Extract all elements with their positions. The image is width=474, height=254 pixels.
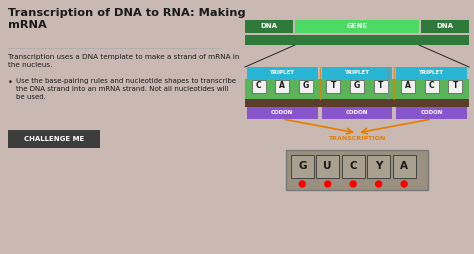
Circle shape [375, 181, 382, 187]
FancyBboxPatch shape [401, 80, 415, 92]
FancyBboxPatch shape [245, 20, 293, 33]
Text: •: • [8, 78, 13, 87]
FancyBboxPatch shape [421, 20, 469, 33]
FancyBboxPatch shape [322, 67, 392, 79]
FancyBboxPatch shape [245, 79, 469, 99]
FancyBboxPatch shape [8, 130, 100, 148]
FancyBboxPatch shape [327, 80, 340, 92]
FancyBboxPatch shape [247, 67, 318, 79]
FancyBboxPatch shape [245, 35, 469, 45]
FancyBboxPatch shape [396, 107, 467, 119]
FancyBboxPatch shape [245, 99, 469, 107]
Text: G: G [303, 82, 309, 90]
Circle shape [325, 181, 331, 187]
Text: TRIPLET: TRIPLET [345, 71, 370, 75]
Text: A: A [279, 82, 285, 90]
Text: CHALLENGE ME: CHALLENGE ME [24, 136, 84, 142]
Text: C: C [349, 161, 357, 171]
Text: DNA: DNA [437, 24, 454, 29]
FancyBboxPatch shape [275, 80, 289, 92]
Text: CODON: CODON [271, 110, 293, 116]
Text: TRANSCRIPTION: TRANSCRIPTION [328, 136, 386, 141]
FancyBboxPatch shape [299, 80, 313, 92]
Text: Transcription uses a DNA template to make a strand of mRNA in
the nucleus.: Transcription uses a DNA template to mak… [8, 54, 239, 68]
Text: TRIPLET: TRIPLET [419, 71, 444, 75]
Text: G: G [354, 82, 360, 90]
FancyBboxPatch shape [295, 20, 419, 33]
FancyBboxPatch shape [374, 80, 388, 92]
Text: T: T [453, 82, 458, 90]
Text: TRIPLET: TRIPLET [270, 71, 295, 75]
FancyBboxPatch shape [350, 80, 364, 92]
Circle shape [299, 181, 305, 187]
Circle shape [401, 181, 407, 187]
Text: G: G [298, 161, 307, 171]
Text: DNA: DNA [261, 24, 277, 29]
Text: Y: Y [375, 161, 383, 171]
FancyBboxPatch shape [252, 80, 266, 92]
FancyBboxPatch shape [316, 154, 339, 178]
FancyBboxPatch shape [392, 154, 416, 178]
Text: C: C [429, 82, 435, 90]
Text: CODON: CODON [346, 110, 368, 116]
FancyBboxPatch shape [425, 80, 438, 92]
Text: A: A [405, 82, 411, 90]
FancyBboxPatch shape [291, 154, 314, 178]
Text: Use the base-pairing rules and nucleotide shapes to transcribe
the DNA strand in: Use the base-pairing rules and nucleotid… [16, 78, 236, 100]
FancyBboxPatch shape [448, 80, 462, 92]
Text: A: A [400, 161, 408, 171]
Text: U: U [323, 161, 332, 171]
FancyBboxPatch shape [247, 107, 318, 119]
FancyBboxPatch shape [367, 154, 390, 178]
Circle shape [350, 181, 356, 187]
Text: T: T [331, 82, 336, 90]
FancyBboxPatch shape [396, 67, 467, 79]
Text: CODON: CODON [420, 110, 443, 116]
Text: Transcription of DNA to RNA: Making
mRNA: Transcription of DNA to RNA: Making mRNA [8, 8, 246, 30]
FancyBboxPatch shape [342, 154, 365, 178]
FancyBboxPatch shape [322, 107, 392, 119]
Text: C: C [256, 82, 262, 90]
Text: GENE: GENE [346, 24, 367, 29]
Text: T: T [378, 82, 383, 90]
FancyBboxPatch shape [286, 150, 428, 190]
